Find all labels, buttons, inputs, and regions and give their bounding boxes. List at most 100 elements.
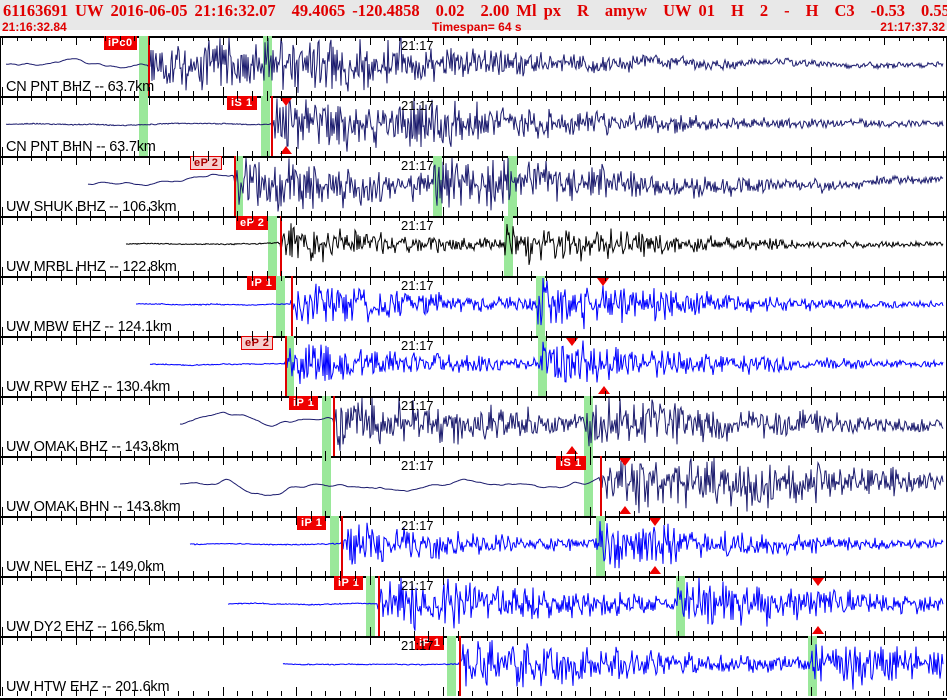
theoretical-arrival-band [268, 216, 277, 276]
trace-row[interactable]: iP 1 21:17 UW OMAK BHZ -- 143.8km [0, 396, 947, 456]
channel-label: UW SHUK BHZ -- 106.3km [6, 199, 177, 215]
waveform [0, 396, 947, 456]
phase-pick-line[interactable] [271, 96, 273, 156]
theoretical-arrival-band [330, 516, 339, 576]
event-dash: - [784, 1, 790, 20]
window-start-time: 21:16:32.84 [2, 20, 67, 34]
channel-label: UW HTW EHZ -- 201.6km [6, 679, 170, 695]
trace-row[interactable]: iS 1 21:17 UW OMAK BHN -- 143.8km [0, 456, 947, 516]
event-latitude: 49.4065 [291, 1, 346, 20]
trace-row[interactable]: iP 1 21:17 UW NEL EHZ -- 149.0km [0, 516, 947, 576]
phase-pick-line[interactable] [341, 516, 343, 576]
amplitude-marker-up-icon[interactable] [619, 506, 631, 514]
phase-pick-line[interactable] [600, 456, 602, 516]
amplitude-marker-down-icon[interactable] [280, 98, 292, 106]
event-network: UW [75, 1, 104, 20]
waveform [0, 636, 947, 696]
event-flag-h: H [731, 1, 744, 20]
theoretical-arrival-band [366, 576, 375, 636]
phase-pick-line[interactable] [280, 216, 282, 276]
event-date: 2016-06-05 [110, 1, 188, 20]
waveform [0, 36, 947, 96]
phase-pick-label[interactable]: eP 2 [190, 156, 223, 170]
theoretical-arrival-band [508, 156, 517, 216]
event-auth-net: UW [663, 1, 692, 20]
amplitude-marker-up-icon[interactable] [280, 146, 292, 154]
phase-pick-line[interactable] [291, 276, 293, 336]
event-magnitude: 2.00 [480, 1, 510, 20]
theoretical-arrival-band [139, 96, 148, 156]
theoretical-arrival-band [285, 336, 294, 396]
event-header-line: 61163691 UW 2016-06-05 21:16:32.07 49.4065 -1… [0, 0, 947, 22]
phase-pick-label[interactable]: iP 1 [415, 636, 445, 650]
event-time: 21:16:32.07 [194, 1, 276, 20]
amplitude-marker-down-icon[interactable] [619, 458, 631, 466]
waveform [0, 516, 947, 576]
phase-pick-label[interactable]: eP 2 [236, 216, 269, 230]
minute-time-label: 21:17 [401, 458, 434, 473]
amplitude-marker-down-icon[interactable] [597, 278, 609, 286]
event-auth-num: 01 [698, 1, 716, 20]
phase-pick-line[interactable] [148, 36, 150, 96]
amplitude-marker-down-icon[interactable] [649, 518, 661, 526]
trace-row[interactable]: iPc0 21:17 CN PNT BHZ -- 63.7km [0, 36, 947, 96]
header-bar: 61163691 UW 2016-06-05 21:16:32.07 49.4065 -1… [0, 0, 947, 34]
amplitude-marker-up-icon[interactable] [812, 626, 824, 634]
event-depth: 0.02 [435, 1, 465, 20]
amplitude-marker-down-icon[interactable] [812, 578, 824, 586]
phase-pick-label[interactable]: iP 1 [297, 516, 327, 530]
minute-time-label: 21:17 [401, 518, 434, 533]
phase-pick-label[interactable]: iPc0 [104, 36, 137, 50]
window-end-time: 21:17:37.32 [880, 20, 945, 34]
phase-pick-label[interactable]: iS 1 [556, 456, 586, 470]
channel-label: CN PNT BHN -- 63.7km [6, 139, 156, 155]
minute-time-label: 21:17 [401, 98, 434, 113]
theoretical-arrival-band [584, 396, 593, 456]
minute-time-label: 21:17 [401, 338, 434, 353]
trace-row[interactable]: eP 2 21:17 UW SHUK BHZ -- 106.3km [0, 156, 947, 216]
theoretical-arrival-band [504, 216, 513, 276]
timespan-label: Timespan= 64 s [432, 20, 522, 34]
trace-row[interactable]: iP 1 21:17 UW DY2 EHZ -- 166.5km [0, 576, 947, 636]
phase-pick-label[interactable]: iP 1 [247, 276, 277, 290]
phase-pick-label[interactable]: iS 1 [227, 96, 257, 110]
theoretical-arrival-band [263, 36, 272, 96]
phase-pick-label[interactable]: iP 1 [289, 396, 319, 410]
trace-row[interactable]: iP 1 21:17 UW HTW EHZ -- 201.6km [0, 636, 947, 696]
minute-time-label: 21:17 [401, 638, 434, 653]
phase-pick-line[interactable] [333, 396, 335, 456]
waveform [0, 276, 947, 336]
phase-pick-line[interactable] [285, 336, 287, 396]
channel-label: UW RPW EHZ -- 130.4km [6, 379, 171, 395]
trace-row[interactable]: eP 2 21:17 UW RPW EHZ -- 130.4km [0, 336, 947, 396]
minute-time-label: 21:17 [401, 38, 434, 53]
channel-label: UW OMAK BHZ -- 143.8km [6, 439, 179, 455]
amplitude-marker-down-icon[interactable] [566, 338, 578, 346]
trace-panel[interactable]: iPc0 21:17 CN PNT BHZ -- 63.7km iS 1 21:17 CN… [0, 36, 947, 700]
phase-pick-line[interactable] [234, 156, 236, 216]
panel-bottom-border [0, 698, 947, 700]
trace-row[interactable]: eP 2 21:17 UW MRBL HHZ -- 122.8km [0, 216, 947, 276]
amplitude-marker-up-icon[interactable] [598, 386, 610, 394]
trace-row[interactable]: iP 1 21:17 UW MBW EHZ -- 124.1km [0, 276, 947, 336]
minute-time-label: 21:17 [401, 278, 434, 293]
channel-label: UW DY2 EHZ -- 166.5km [6, 619, 165, 635]
amplitude-marker-up-icon[interactable] [566, 446, 578, 454]
phase-pick-label[interactable]: iP 1 [334, 576, 364, 590]
waveform [0, 456, 947, 516]
phase-pick-line[interactable] [378, 576, 380, 636]
theoretical-arrival-band [676, 576, 685, 636]
amplitude-marker-up-icon[interactable] [649, 566, 661, 574]
minute-time-label: 21:17 [401, 398, 434, 413]
minute-time-label: 21:17 [401, 158, 434, 173]
event-residual-2: 0.55 [921, 1, 947, 20]
phase-pick-line[interactable] [459, 636, 461, 696]
trace-row[interactable]: iS 1 21:17 CN PNT BHN -- 63.7km [0, 96, 947, 156]
event-quality-h: H [805, 1, 819, 20]
waveform [0, 216, 947, 276]
phase-pick-label[interactable]: eP 2 [241, 336, 274, 350]
theoretical-arrival-band [447, 636, 456, 696]
channel-label: CN PNT BHZ -- 63.7km [6, 79, 155, 95]
event-residual-1: -0.53 [870, 1, 905, 20]
